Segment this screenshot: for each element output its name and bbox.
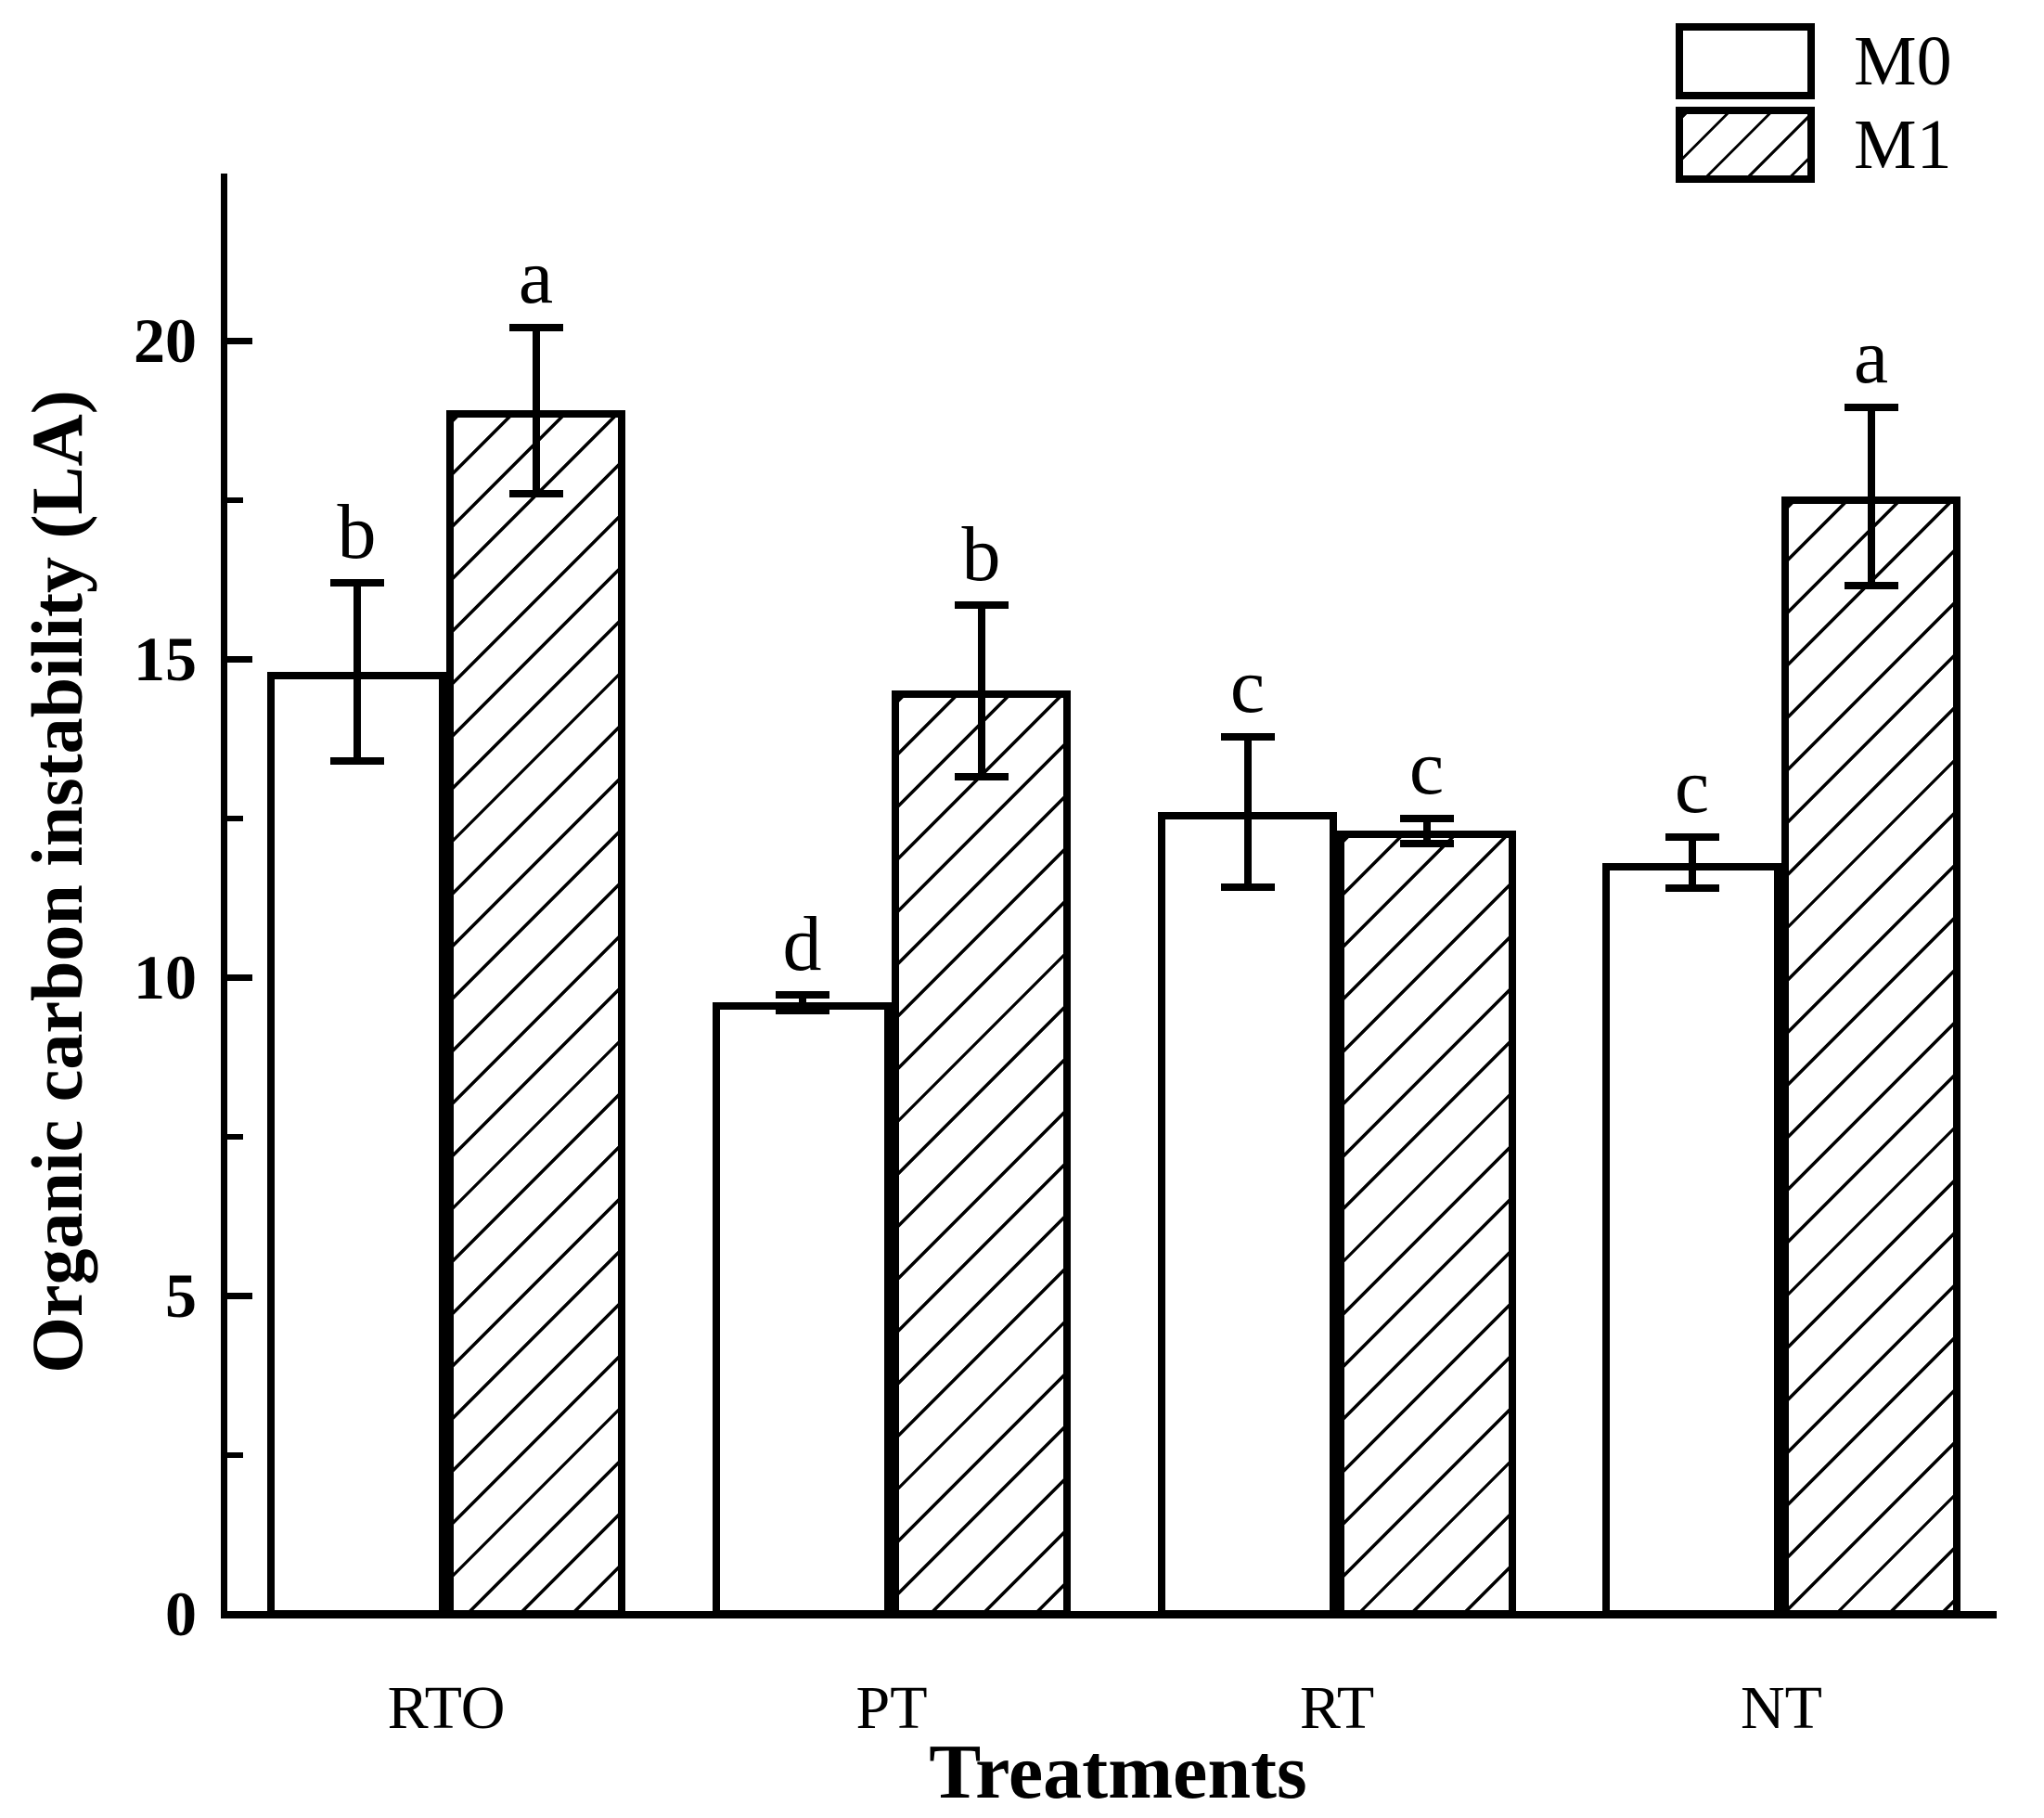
- y-tick-label-0: 0: [165, 1579, 197, 1649]
- error-bar-RTO-M0: [353, 582, 361, 761]
- error-cap-top-PT-M0: [775, 991, 829, 999]
- error-cap-top-RT-M1: [1399, 814, 1454, 822]
- y-minor-tick-17.5: [225, 496, 243, 503]
- y-major-tick-20: [225, 338, 252, 344]
- legend-swatch-m0-solid: [1676, 23, 1815, 99]
- error-bar-NT-M0: [1688, 837, 1696, 888]
- significance-letter-RT-M1: c: [1408, 724, 1445, 811]
- significance-letter-PT-M0: d: [782, 901, 822, 988]
- y-minor-tick-2.5: [225, 1451, 243, 1458]
- legend-label-m1: M1: [1854, 106, 1952, 184]
- legend-label-m0: M0: [1854, 22, 1952, 100]
- error-cap-bottom-RT-M0: [1220, 883, 1275, 891]
- error-bar-PT-M1: [977, 604, 985, 777]
- y-minor-tick-12.5: [225, 815, 243, 821]
- y-axis-spine: [221, 174, 227, 1618]
- error-cap-bottom-PT-M0: [775, 1006, 829, 1014]
- x-category-label-RTO: RTO: [387, 1674, 506, 1742]
- y-major-tick-0: [225, 1611, 252, 1618]
- y-minor-tick-7.5: [225, 1133, 243, 1140]
- error-bar-RT-M0: [1243, 736, 1252, 887]
- error-cap-bottom-RT-M1: [1399, 839, 1454, 847]
- y-tick-label-15: 15: [134, 624, 197, 694]
- x-category-label-NT: NT: [1741, 1674, 1822, 1742]
- significance-letter-RTO-M1: a: [518, 234, 554, 321]
- error-cap-bottom-RTO-M0: [329, 756, 384, 765]
- x-category-label-PT: PT: [855, 1674, 928, 1742]
- bar-RT-M0: [1158, 811, 1337, 1618]
- x-axis-title: Treatments: [929, 1729, 1307, 1815]
- bar-NT-M1: [1781, 496, 1960, 1618]
- y-major-tick-5: [225, 1293, 252, 1299]
- bar-PT-M1: [892, 690, 1071, 1618]
- error-cap-bottom-RTO-M1: [508, 489, 563, 497]
- error-cap-top-NT-M0: [1665, 833, 1719, 842]
- bar-RT-M1: [1337, 831, 1516, 1618]
- y-tick-label-20: 20: [134, 305, 197, 376]
- significance-letter-NT-M1: a: [1853, 314, 1889, 401]
- x-axis-line: [221, 1611, 1997, 1618]
- bar-RTO-M0: [267, 671, 446, 1618]
- bar-NT-M0: [1602, 862, 1781, 1618]
- legend-swatch-m1-hatch: [1676, 107, 1815, 183]
- error-cap-top-PT-M1: [954, 600, 1009, 609]
- significance-letter-PT-M1: b: [961, 510, 1001, 598]
- error-cap-bottom-NT-M0: [1665, 883, 1719, 892]
- bar-RTO-M1: [446, 410, 625, 1618]
- error-bar-RTO-M1: [532, 328, 540, 494]
- x-category-label-RT: RT: [1299, 1674, 1375, 1742]
- error-bar-RT-M1: [1422, 818, 1431, 844]
- y-tick-label-10: 10: [134, 942, 197, 1012]
- bar-PT-M0: [713, 1002, 892, 1618]
- significance-letter-RT-M0: c: [1229, 642, 1266, 729]
- error-bar-PT-M0: [798, 995, 806, 1011]
- significance-letter-RTO-M0: b: [337, 488, 377, 575]
- legend: M0 M1: [1676, 23, 1952, 190]
- y-tick-label-5: 5: [165, 1260, 197, 1331]
- error-cap-top-NT-M1: [1844, 404, 1898, 412]
- legend-item-m0: M0: [1676, 23, 1952, 99]
- error-cap-bottom-PT-M1: [954, 772, 1009, 780]
- significance-letter-NT-M0: c: [1674, 743, 1710, 831]
- legend-item-m1: M1: [1676, 107, 1952, 183]
- y-axis-title: Organic carbon instability (LA): [17, 390, 97, 1373]
- error-cap-top-RT-M0: [1220, 732, 1275, 741]
- y-major-tick-15: [225, 656, 252, 663]
- error-cap-top-RTO-M1: [508, 324, 563, 332]
- error-cap-top-RTO-M0: [329, 578, 384, 587]
- y-major-tick-10: [225, 974, 252, 981]
- error-cap-bottom-NT-M1: [1844, 582, 1898, 590]
- error-bar-NT-M1: [1867, 407, 1875, 587]
